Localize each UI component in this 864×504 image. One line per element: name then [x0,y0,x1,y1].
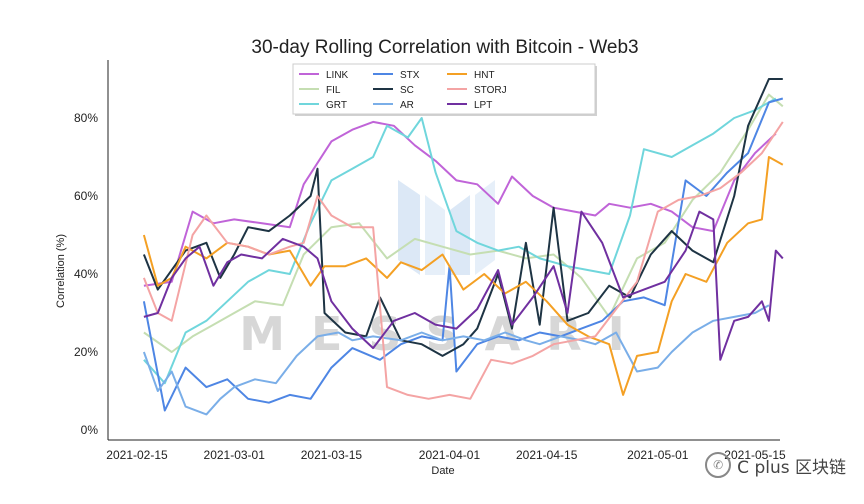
wechat-icon: ✆ [705,452,732,478]
series-line-fil [143,93,784,353]
x-tick-label: 2021-02-15 [106,448,168,462]
y-tick-label: 0% [81,423,99,437]
legend-label: STX [400,70,420,81]
axes: 0% 20% 40% 60% 80% 2021-02-15 2021-03-01 2021-0… [74,60,786,462]
x-tick-label: 2021-05-15 [724,448,786,462]
y-tick-label: 80% [74,111,98,125]
x-tick-label: 2021-05-01 [627,448,689,462]
series-line-grt [143,97,777,385]
series-line-storj [142,121,784,400]
x-axis-label: Date [431,465,454,477]
x-tick-label: 2021-03-15 [301,448,363,462]
legend-box [292,63,596,115]
series-line-lpt [143,210,784,361]
legend-label: FIL [326,85,341,96]
series-lines [142,78,784,416]
legend-label: SC [400,85,414,96]
source-badge: ✆ C plus 区块链 [705,450,846,480]
series-line-ar [142,304,770,416]
y-tick-label: 60% [74,189,98,203]
x-tick-label: 2021-04-01 [419,448,481,462]
chart-title: 30-day Rolling Correlation with Bitcoin … [251,37,638,58]
legend-label: HNT [474,70,495,81]
legend-label: LINK [326,70,349,81]
x-tick-label: 2021-03-01 [204,448,266,462]
legend-label: STORJ [474,85,507,96]
legend-label: AR [400,100,414,111]
legend-label: GRT [326,100,347,111]
legend: LINK FIL GRT STX SC AR HNT STORJ LPT [292,63,597,116]
x-tick-label: 2021-04-15 [516,448,578,462]
y-tick-label: 40% [74,267,98,281]
series-line-sc [142,78,783,357]
messari-logo-icon [398,180,495,275]
series-line-stx [142,97,784,412]
source-badge-text: C plus 区块链 [737,457,846,478]
series-line-link [143,120,777,287]
legend-label: LPT [474,100,492,111]
y-axis-label: Correlation (%) [55,234,67,308]
y-tick-label: 20% [74,345,98,359]
